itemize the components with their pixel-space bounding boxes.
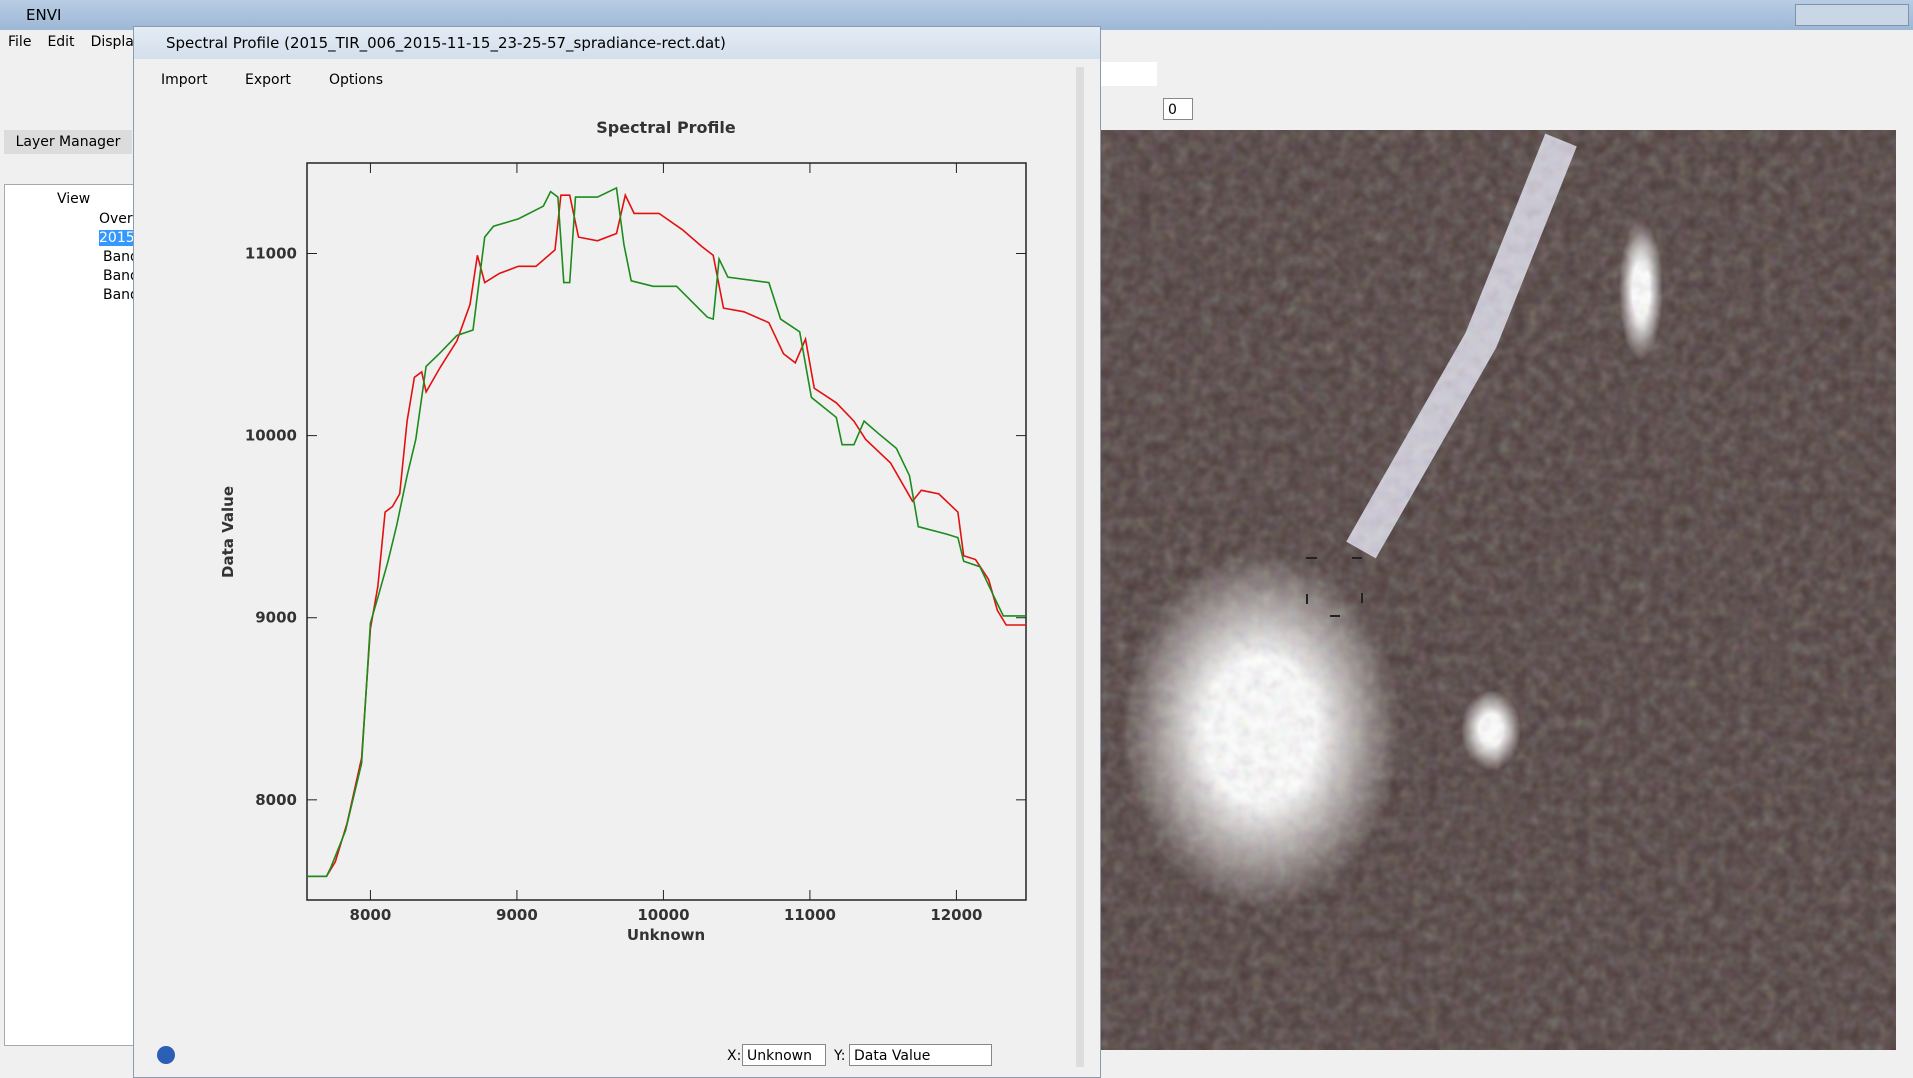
- scrollbar[interactable]: [1076, 67, 1084, 1067]
- x-tick-label: 8000: [350, 906, 392, 924]
- zoom-input[interactable]: 0: [1163, 98, 1193, 120]
- tree-node[interactable]: View: [57, 191, 90, 207]
- tree-node[interactable]: 2015: [99, 230, 135, 246]
- y-selector-label: Y:: [834, 1048, 845, 1064]
- chart-title: Spectral Profile: [596, 118, 736, 137]
- y-selector[interactable]: Data Value: [849, 1044, 992, 1066]
- screen: ENVI FileEditDisplay Layer Manager View …: [0, 0, 1913, 1078]
- window-controls[interactable]: [974, 31, 1094, 51]
- import-button[interactable]: Import: [156, 69, 212, 91]
- y-tick-label: 9000: [255, 609, 297, 627]
- series-line: [307, 195, 1026, 876]
- toolbar-right: 0: [1101, 54, 1913, 130]
- x-tick-label: 12000: [930, 906, 982, 924]
- x-axis-label: Unknown: [627, 926, 705, 944]
- dropdown[interactable]: [1101, 62, 1157, 86]
- window-title: Spectral Profile (2015_TIR_006_2015-11-1…: [134, 27, 1100, 59]
- x-tick-label: 10000: [637, 906, 689, 924]
- app-title: ENVI: [26, 6, 61, 24]
- menu-item[interactable]: Edit: [47, 34, 74, 50]
- plot-frame: [307, 163, 1026, 900]
- y-tick-label: 8000: [255, 791, 297, 809]
- window-controls[interactable]: [1795, 4, 1909, 26]
- export-button[interactable]: Export: [240, 69, 296, 91]
- x-tick-label: 9000: [496, 906, 538, 924]
- y-axis-label: Data Value: [219, 486, 237, 578]
- x-tick-label: 11000: [784, 906, 836, 924]
- x-selector[interactable]: Unknown: [742, 1044, 826, 1066]
- y-tick-label: 11000: [245, 245, 297, 263]
- image-noise: [1101, 130, 1896, 1050]
- options-button[interactable]: Options: [324, 69, 388, 91]
- x-selector-label: X:: [727, 1048, 741, 1064]
- menu-item[interactable]: File: [8, 34, 31, 50]
- layer-tree: View Overv 2015 Band Band Band: [4, 184, 135, 1046]
- series-line: [307, 188, 1026, 876]
- chart: Spectral Profile Data Value Unknown 8000…: [133, 100, 1053, 980]
- layer-manager-tab[interactable]: Layer Manager: [4, 130, 132, 154]
- left-panel: Layer Manager View Overv 2015 Band Band …: [0, 54, 135, 1078]
- help-icon[interactable]: [157, 1046, 175, 1064]
- image-view[interactable]: [1101, 130, 1896, 1050]
- y-tick-label: 10000: [245, 427, 297, 445]
